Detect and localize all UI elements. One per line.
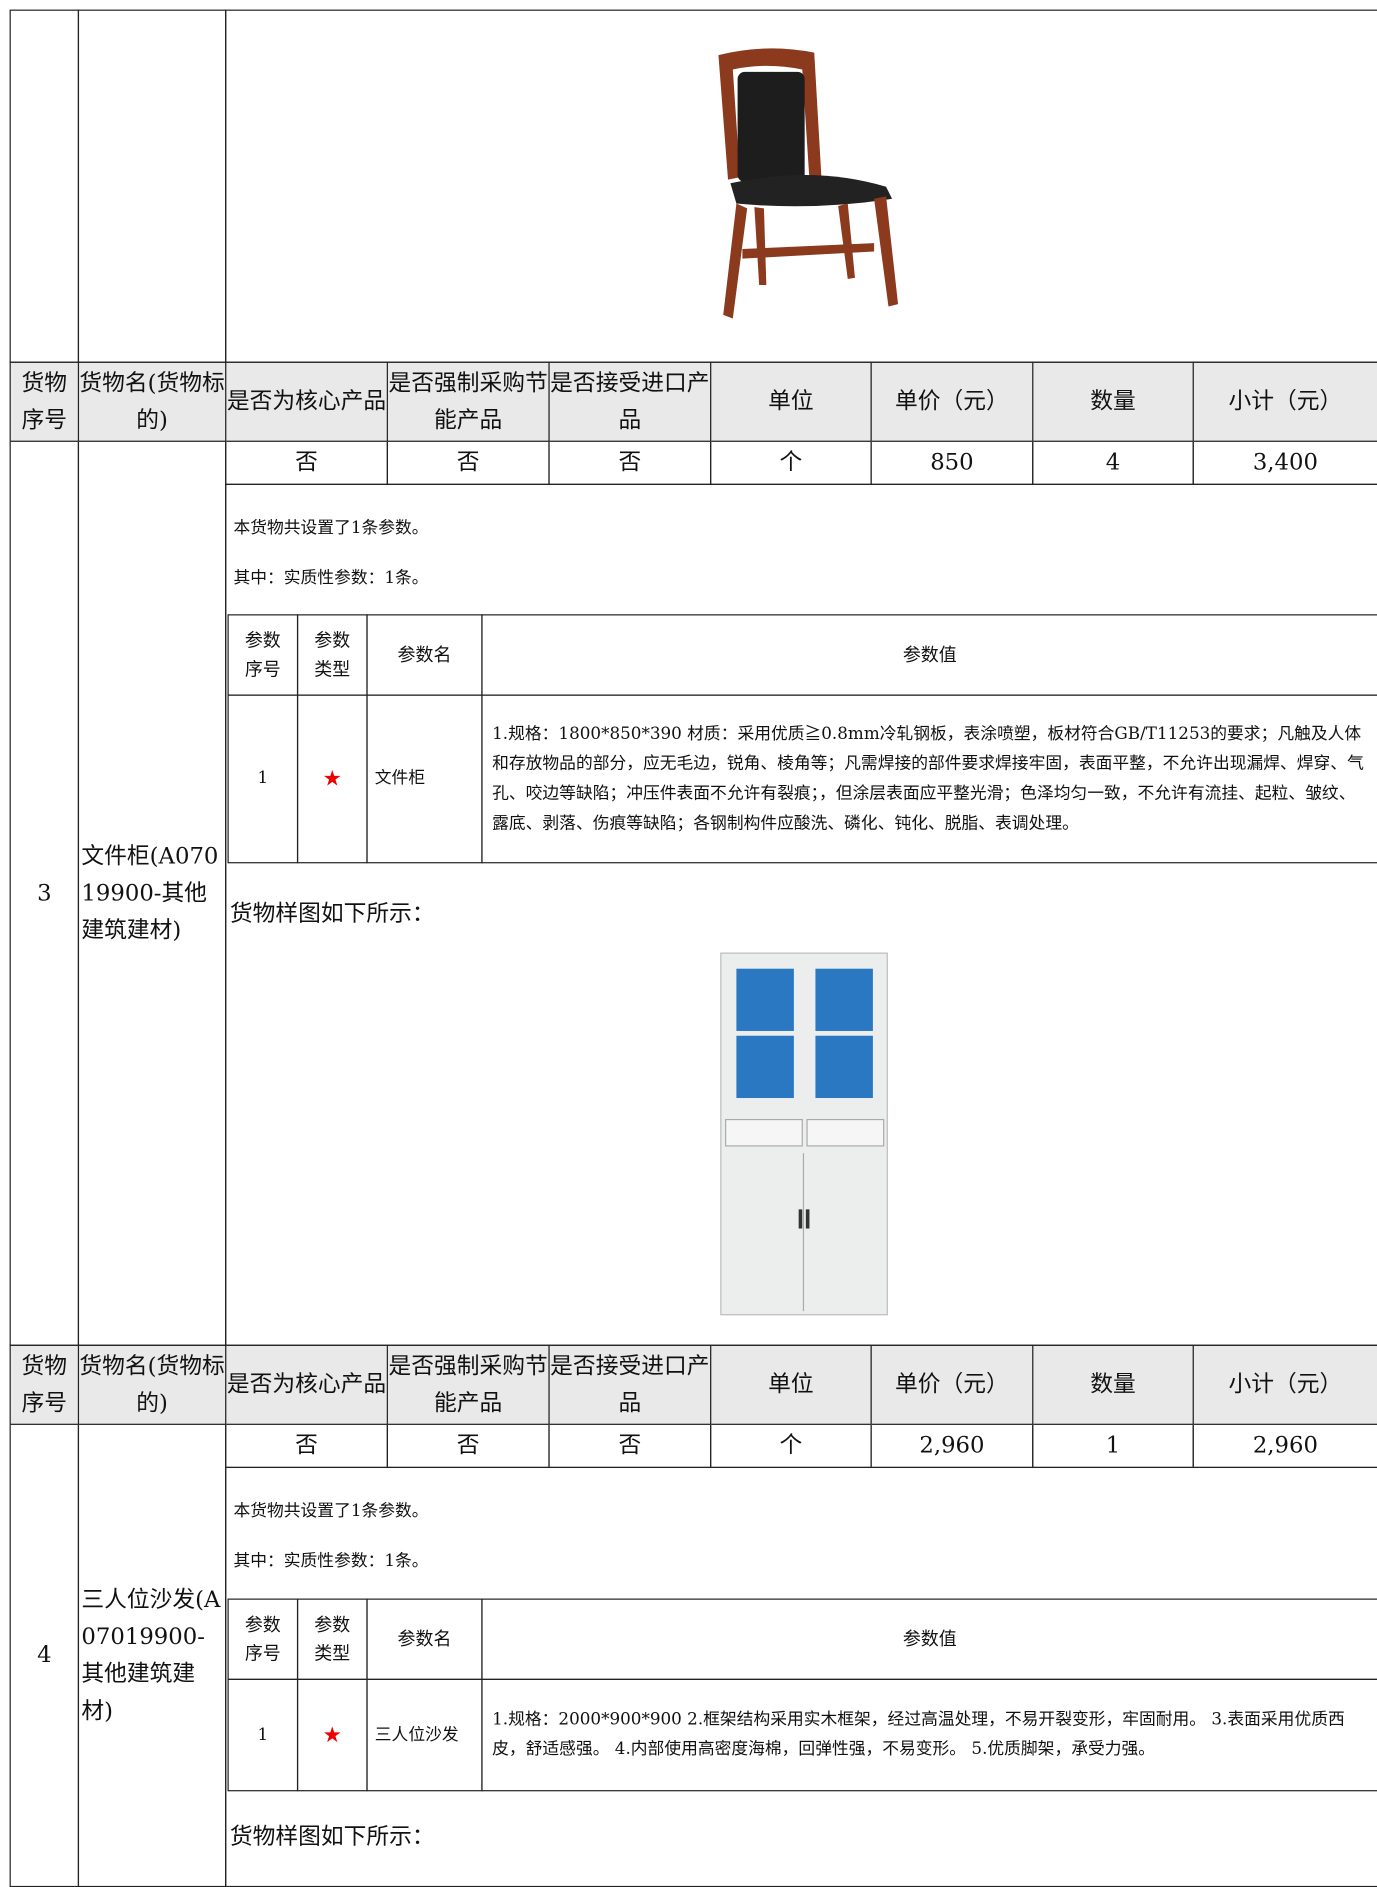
row-value: 1 [1032, 1423, 1194, 1469]
header-cell: 数量 [1032, 1344, 1194, 1425]
header-cell: 是否为核心产品 [225, 1344, 388, 1425]
item-name: 文件柜(A07019900-其他建筑建材) [77, 440, 227, 1346]
summary-text: 本货物共设置了1条参数。 [233, 518, 429, 538]
row-value: 否 [386, 1423, 550, 1469]
item-name: 三人位沙发(A07019900-其他建筑建材) [77, 1423, 227, 1887]
summary-text: 其中：实质性参数：1条。 [233, 568, 429, 588]
chair-image [718, 48, 899, 319]
param-value: 1.规格：1800*850*390 材质：采用优质≧0.8mm冷轧钢板，表涂喷塑… [481, 694, 1377, 864]
row-value: 2,960 [1192, 1423, 1377, 1469]
param-header: 参数类型 [296, 614, 368, 696]
row-value: 否 [548, 1423, 712, 1469]
cabinet-image [720, 952, 888, 1316]
row-value: 否 [225, 440, 388, 485]
params-cell [225, 1466, 1377, 1887]
param-header: 参数序号 [227, 614, 299, 696]
item-seq: 3 [9, 440, 80, 1346]
item-seq: 4 [9, 1423, 80, 1887]
summary-text: 本货物共设置了1条参数。 [233, 1501, 429, 1521]
header-cell: 货物名(货物标的) [77, 361, 227, 442]
header-cell: 单位 [710, 1344, 872, 1425]
row-value: 850 [870, 440, 1034, 485]
sample-text: 货物样图如下所示： [229, 900, 435, 927]
header-cell: 小计（元） [1192, 1344, 1377, 1425]
param-header: 参数序号 [227, 1598, 299, 1680]
row-value: 2,960 [870, 1423, 1034, 1469]
header-cell: 单价（元） [870, 1344, 1034, 1425]
header-cell: 货物名(货物标的) [77, 1344, 227, 1425]
header-cell: 是否为核心产品 [225, 361, 388, 442]
header-cell: 数量 [1032, 361, 1194, 442]
header-cell: 是否强制采购节能产品 [386, 361, 550, 442]
header-cell: 是否接受进口产品 [548, 361, 712, 442]
row-value: 否 [548, 440, 712, 485]
row-value: 3,400 [1192, 440, 1377, 485]
header-cell: 是否接受进口产品 [548, 1344, 712, 1425]
cell [77, 9, 227, 363]
row-value: 个 [710, 440, 872, 485]
row-value: 否 [225, 1423, 388, 1469]
summary-text: 其中：实质性参数：1条。 [233, 1551, 429, 1571]
row-value: 个 [710, 1423, 872, 1469]
cell [9, 9, 80, 363]
header-cell: 小计（元） [1192, 361, 1377, 442]
row-value: 4 [1032, 440, 1194, 485]
header-cell: 货物序号 [9, 361, 80, 442]
header-cell: 是否强制采购节能产品 [386, 1344, 550, 1425]
header-cell: 单价（元） [870, 361, 1034, 442]
header-cell: 单位 [710, 361, 872, 442]
header-cell: 货物序号 [9, 1344, 80, 1425]
row-value: 否 [386, 440, 550, 485]
sample-text: 货物样图如下所示： [229, 1823, 435, 1850]
